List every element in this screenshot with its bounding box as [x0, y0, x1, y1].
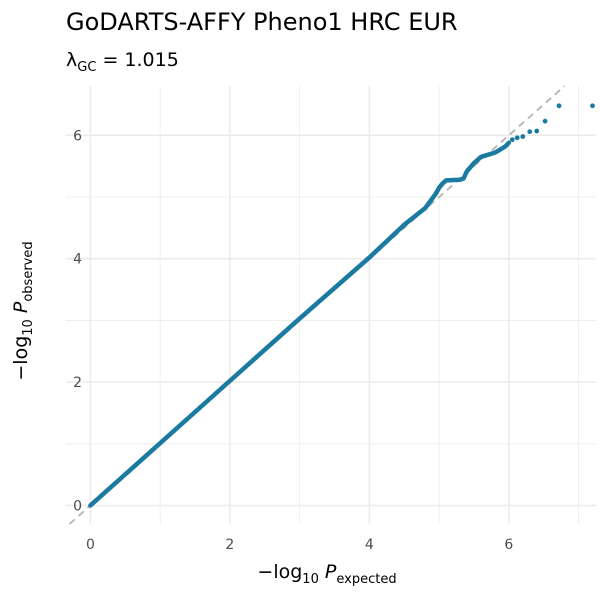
points-layer: [88, 103, 595, 508]
y-axis-title: −log10 Pobserved: [10, 241, 36, 380]
grid-lines: [66, 86, 596, 524]
data-point: [542, 118, 548, 124]
x-tick-label: 0: [86, 537, 95, 553]
y-tick-label: 2: [73, 375, 82, 391]
x-tick-label: 4: [365, 537, 374, 553]
x-tick-label: 2: [225, 537, 234, 553]
data-point: [509, 137, 515, 143]
tick-labels: 0 2 4 6 0 2 4 6: [73, 128, 513, 553]
data-point: [527, 129, 533, 135]
data-point: [534, 128, 540, 134]
dense-point-band: [88, 140, 512, 508]
data-point: [514, 135, 520, 141]
lambda-gc-subtitle: λGC = 1.015: [66, 49, 179, 75]
chart-title: GoDARTS-AFFY Pheno1 HRC EUR: [66, 8, 458, 36]
data-point: [590, 103, 595, 109]
y-tick-label: 4: [73, 252, 82, 268]
x-axis-title: −log10 Pexpected: [257, 561, 396, 587]
data-point: [520, 134, 526, 139]
y-tick-label: 0: [73, 498, 82, 514]
y-tick-label: 6: [73, 128, 82, 144]
x-tick-label: 6: [504, 537, 513, 553]
data-point: [556, 103, 562, 109]
